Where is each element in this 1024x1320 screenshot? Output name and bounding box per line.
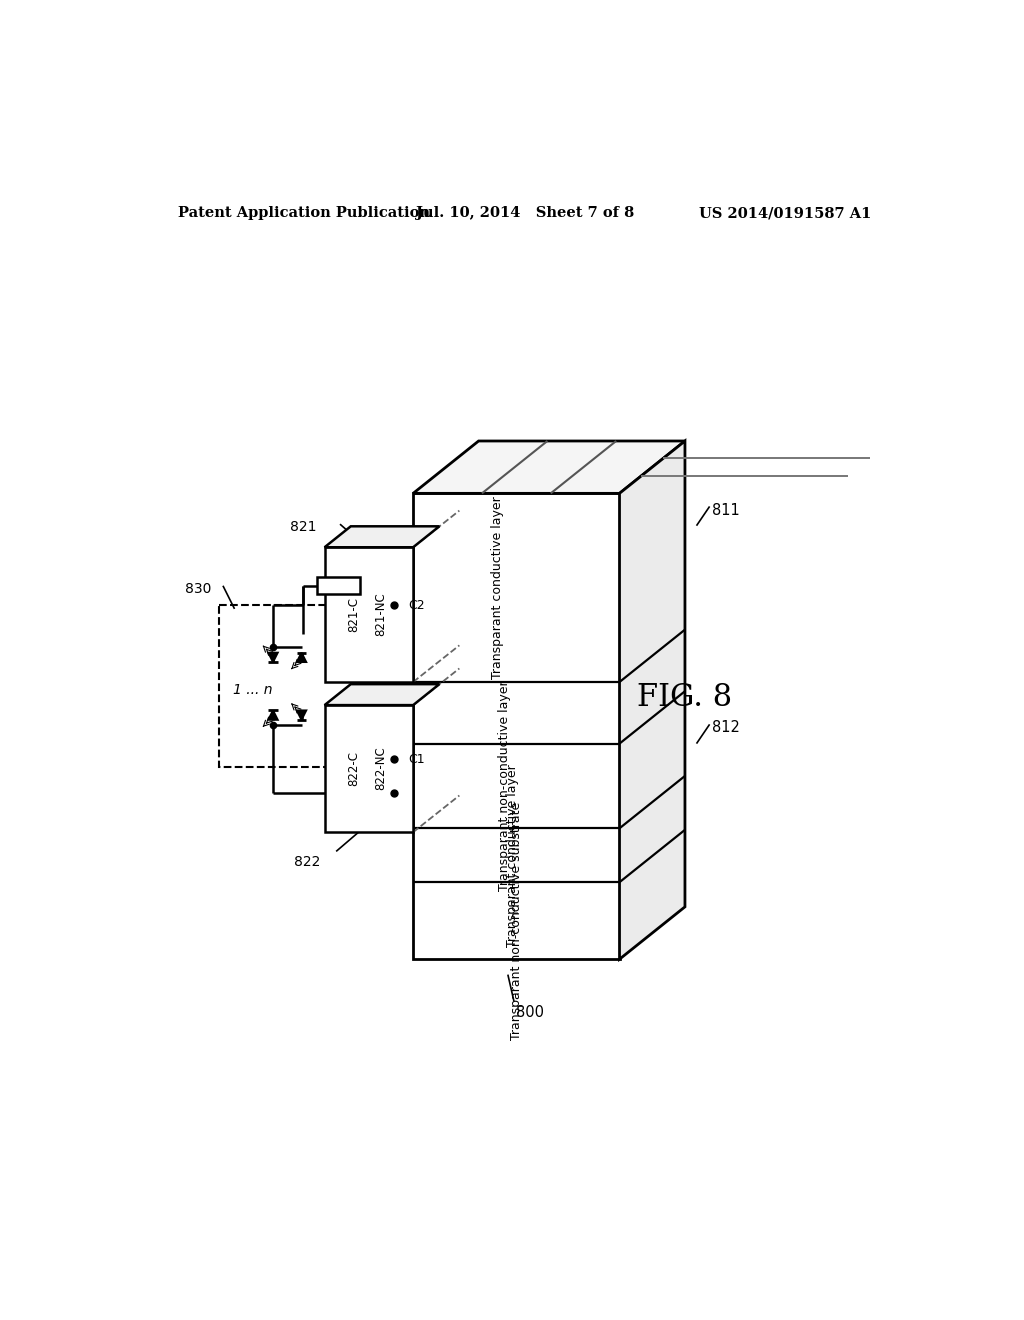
- Text: 821: 821: [291, 520, 316, 535]
- Polygon shape: [325, 527, 439, 548]
- Text: 821-NC: 821-NC: [374, 593, 387, 636]
- Text: US 2014/0191587 A1: US 2014/0191587 A1: [699, 206, 871, 220]
- Text: 822: 822: [294, 855, 321, 870]
- Text: Transparant non-conductive substrate: Transparant non-conductive substrate: [510, 801, 523, 1040]
- Text: 800: 800: [515, 1006, 544, 1020]
- Text: Transparant non-conductive layer: Transparant non-conductive layer: [499, 681, 511, 891]
- Text: Jul. 10, 2014   Sheet 7 of 8: Jul. 10, 2014 Sheet 7 of 8: [416, 206, 634, 220]
- Bar: [317, 577, 359, 594]
- Text: Patent Application Publication: Patent Application Publication: [178, 206, 430, 220]
- Text: FIG. 8: FIG. 8: [637, 682, 732, 713]
- Polygon shape: [325, 705, 413, 832]
- Polygon shape: [413, 441, 685, 494]
- Polygon shape: [297, 653, 306, 663]
- Text: 812: 812: [712, 721, 739, 735]
- Text: Transparant conductive layer: Transparant conductive layer: [506, 764, 519, 946]
- Polygon shape: [297, 710, 306, 719]
- Text: C2: C2: [408, 599, 424, 612]
- Text: 822-NC: 822-NC: [374, 747, 387, 791]
- Text: C1: C1: [408, 752, 424, 766]
- Text: 822-C: 822-C: [347, 751, 360, 787]
- Polygon shape: [325, 684, 439, 705]
- Polygon shape: [413, 494, 620, 960]
- Bar: [219, 605, 354, 767]
- Text: 821-C: 821-C: [347, 597, 360, 632]
- Polygon shape: [268, 653, 278, 663]
- Text: 811: 811: [712, 503, 739, 517]
- Text: 840: 840: [335, 554, 361, 569]
- Text: 1 ... n: 1 ... n: [233, 682, 272, 697]
- Polygon shape: [325, 548, 413, 682]
- Text: Transparant conductive layer: Transparant conductive layer: [490, 496, 504, 678]
- Text: 830: 830: [185, 582, 211, 595]
- Polygon shape: [268, 710, 278, 719]
- Polygon shape: [620, 441, 685, 960]
